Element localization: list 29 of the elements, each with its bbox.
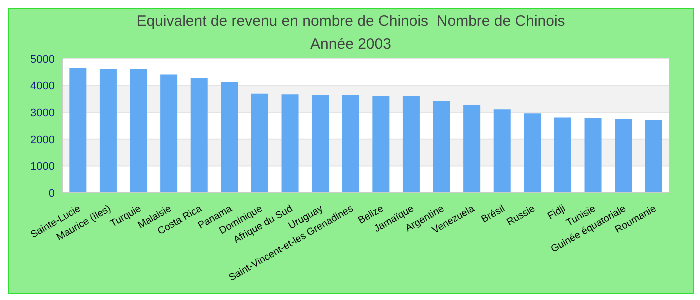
bar [70, 68, 87, 193]
bar [372, 96, 390, 193]
y-tick-label: 4000 [30, 80, 55, 93]
y-tick-label: 3000 [30, 108, 55, 120]
bar [100, 69, 117, 193]
bar [645, 120, 662, 193]
bar [342, 95, 360, 193]
bar [524, 114, 542, 193]
bar [402, 96, 420, 193]
bar [130, 69, 148, 193]
x-tick-label: Fidji [546, 204, 568, 222]
y-tick-label: 1000 [30, 161, 55, 174]
y-tick-label: 0 [48, 188, 55, 200]
bar [190, 78, 208, 193]
y-tick-label: 2000 [30, 134, 55, 146]
chart-title: Equivalent de revenu en nombre de Chinois Nombre de Chinois [136, 13, 566, 30]
bar [494, 110, 511, 193]
bar [554, 118, 572, 193]
bar [464, 105, 481, 193]
y-tick-label: 5000 [30, 54, 55, 66]
bar [221, 82, 238, 193]
bar [433, 101, 450, 193]
bar [160, 74, 178, 193]
bar [312, 95, 330, 193]
bar [251, 94, 268, 193]
chart-subtitle: Année 2003 [310, 36, 392, 53]
bar [282, 94, 299, 193]
bar [615, 119, 632, 193]
bar [584, 118, 602, 193]
